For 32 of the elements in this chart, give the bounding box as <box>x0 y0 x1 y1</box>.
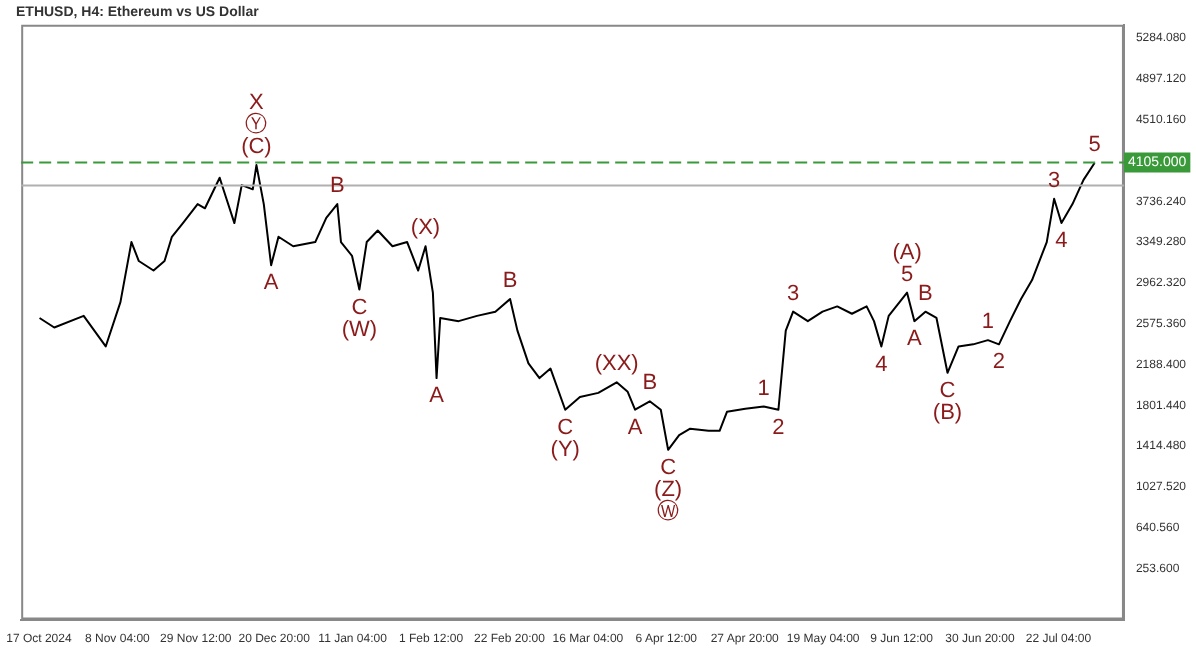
annotation: A <box>627 415 644 440</box>
annotation: 2 <box>772 415 785 440</box>
annotation: (B) <box>932 400 963 425</box>
annotation: A <box>263 271 280 296</box>
annotation: 1 <box>757 376 770 401</box>
annotation: 5 <box>1088 133 1101 158</box>
annotation: 2 <box>992 350 1006 375</box>
annotation: Ⓨ <box>245 111 268 138</box>
annotation: B <box>642 371 658 396</box>
annotation: 4 <box>875 352 888 377</box>
annotation: C <box>351 295 368 320</box>
annotation: A <box>429 384 446 409</box>
annotation: 3 <box>786 281 800 306</box>
annotation: 4 <box>1055 229 1068 254</box>
annotation: B <box>502 269 518 294</box>
annotation: (Z) <box>654 477 683 502</box>
annotation: (Y) <box>550 437 580 462</box>
annotation: C <box>557 415 574 440</box>
annotation: (W) <box>341 317 378 342</box>
annotation: Ⓦ <box>657 497 680 524</box>
annotation: (X) <box>410 216 441 241</box>
annotation: A <box>907 327 924 352</box>
annotation: 5 <box>900 262 914 287</box>
annotation: B <box>329 174 345 199</box>
annotation: B <box>918 281 933 306</box>
annotation: 1 <box>981 310 995 335</box>
annotation: (C) <box>241 135 272 160</box>
annotation: 3 <box>1047 168 1061 193</box>
annotation: C <box>660 455 677 480</box>
annotation: C <box>939 378 956 403</box>
annotation: (A) <box>892 240 922 265</box>
annotation: (XX) <box>594 352 639 377</box>
